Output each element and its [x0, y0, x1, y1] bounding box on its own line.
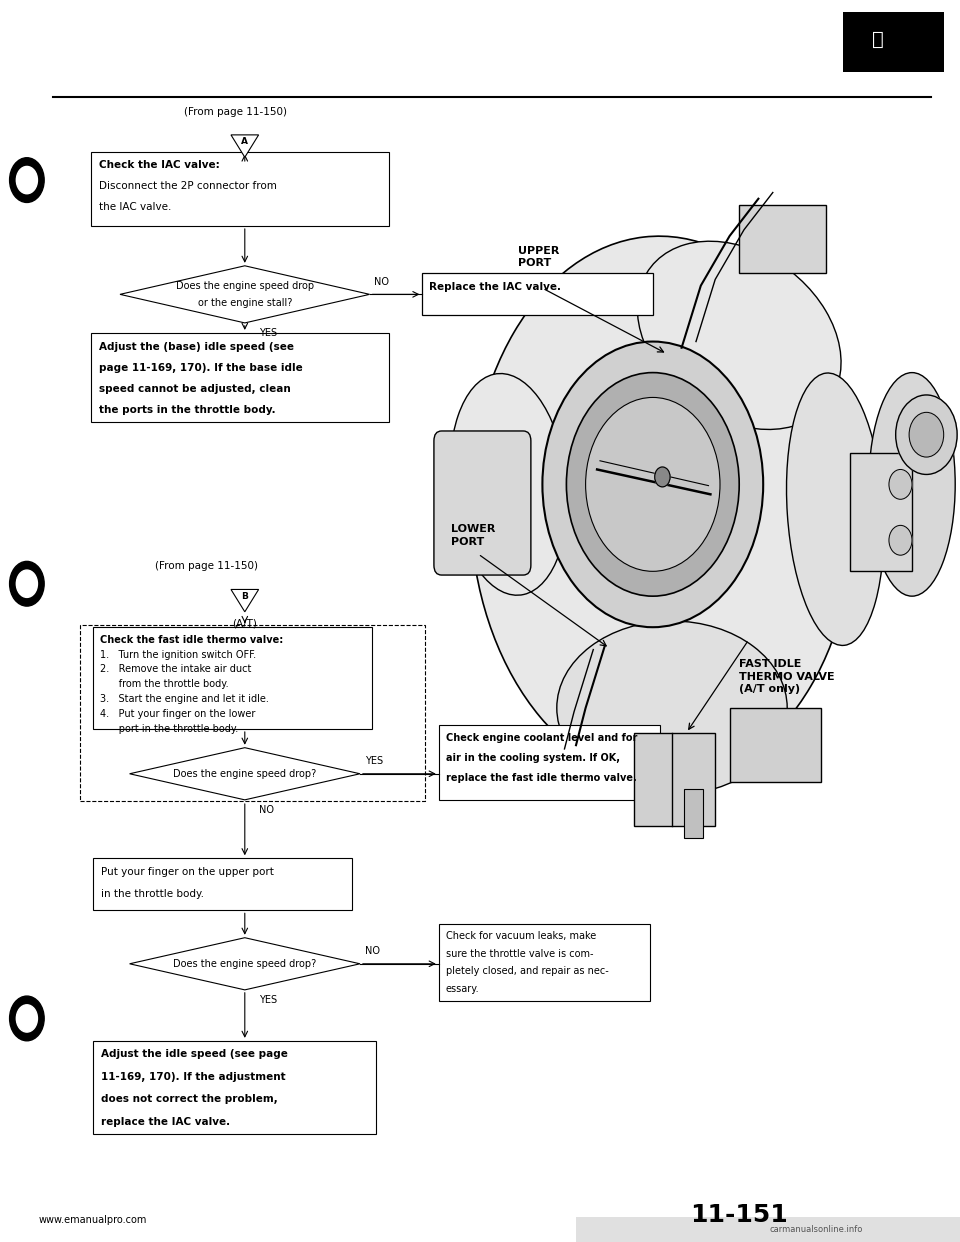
FancyBboxPatch shape: [684, 789, 703, 838]
Text: YES: YES: [259, 328, 277, 338]
Text: the ports in the throttle body.: the ports in the throttle body.: [99, 405, 276, 415]
Text: (From page 11-150): (From page 11-150): [155, 561, 258, 571]
Circle shape: [889, 525, 912, 555]
Text: in the throttle body.: in the throttle body.: [101, 889, 204, 899]
Text: 11-151: 11-151: [690, 1202, 788, 1227]
Polygon shape: [130, 748, 360, 800]
Text: ⛽: ⛽: [873, 30, 884, 48]
Text: 2.   Remove the intake air duct: 2. Remove the intake air duct: [100, 664, 252, 674]
Text: pletely closed, and repair as nec-: pletely closed, and repair as nec-: [445, 966, 609, 976]
Ellipse shape: [557, 621, 787, 795]
FancyBboxPatch shape: [439, 924, 650, 1001]
Text: replace the IAC valve.: replace the IAC valve.: [101, 1117, 230, 1126]
Circle shape: [10, 561, 44, 606]
Text: does not correct the problem,: does not correct the problem,: [101, 1094, 278, 1104]
Text: Adjust the idle speed (see page: Adjust the idle speed (see page: [101, 1049, 288, 1059]
Text: or the engine stall?: or the engine stall?: [198, 298, 292, 308]
Text: the IAC valve.: the IAC valve.: [99, 202, 172, 212]
Text: Put your finger on the upper port: Put your finger on the upper port: [101, 867, 274, 877]
FancyBboxPatch shape: [850, 453, 912, 571]
Text: NO: NO: [365, 946, 380, 956]
FancyBboxPatch shape: [634, 733, 715, 826]
Circle shape: [909, 412, 944, 457]
Text: Check the IAC valve:: Check the IAC valve:: [99, 160, 220, 170]
Text: NO: NO: [259, 805, 275, 815]
Text: (A/T): (A/T): [232, 619, 257, 628]
FancyBboxPatch shape: [80, 625, 425, 801]
Text: 3.   Start the engine and let it idle.: 3. Start the engine and let it idle.: [100, 694, 269, 704]
Text: Does the engine speed drop: Does the engine speed drop: [176, 281, 314, 291]
Text: carmanualsonline.info: carmanualsonline.info: [769, 1225, 863, 1235]
Circle shape: [542, 342, 763, 627]
Circle shape: [889, 469, 912, 499]
FancyBboxPatch shape: [422, 273, 653, 315]
Ellipse shape: [450, 374, 567, 595]
Text: A: A: [241, 137, 249, 147]
Text: Disconnect the 2P connector from: Disconnect the 2P connector from: [99, 181, 277, 191]
Text: Check the fast idle thermo valve:: Check the fast idle thermo valve:: [100, 635, 283, 645]
FancyBboxPatch shape: [739, 205, 826, 273]
Text: page 11-169, 170). If the base idle: page 11-169, 170). If the base idle: [99, 363, 303, 373]
FancyBboxPatch shape: [843, 12, 944, 72]
Text: Does the engine speed drop?: Does the engine speed drop?: [173, 959, 317, 969]
Text: UPPER
PORT: UPPER PORT: [518, 246, 560, 268]
Text: NO: NO: [374, 277, 390, 287]
FancyBboxPatch shape: [730, 708, 821, 782]
Polygon shape: [130, 938, 360, 990]
Ellipse shape: [869, 373, 955, 596]
Text: YES: YES: [259, 995, 277, 1005]
Circle shape: [16, 166, 37, 194]
FancyBboxPatch shape: [439, 725, 660, 800]
Ellipse shape: [786, 373, 884, 646]
Text: sure the throttle valve is com-: sure the throttle valve is com-: [445, 949, 593, 959]
Text: port in the throttle body.: port in the throttle body.: [100, 724, 238, 734]
FancyBboxPatch shape: [91, 152, 389, 226]
FancyBboxPatch shape: [576, 1217, 960, 1242]
Text: Replace the IAC valve.: Replace the IAC valve.: [429, 282, 561, 292]
Text: essary.: essary.: [445, 984, 479, 994]
Text: 4.   Put your finger on the lower: 4. Put your finger on the lower: [100, 709, 255, 719]
Text: FAST IDLE
THERMO VALVE
(A/T only): FAST IDLE THERMO VALVE (A/T only): [739, 660, 835, 694]
FancyBboxPatch shape: [434, 431, 531, 575]
Text: LOWER
PORT: LOWER PORT: [451, 524, 495, 546]
FancyBboxPatch shape: [91, 333, 389, 422]
FancyBboxPatch shape: [93, 1041, 376, 1134]
Text: Check for vacuum leaks, make: Check for vacuum leaks, make: [445, 932, 596, 941]
Circle shape: [566, 373, 739, 596]
Text: Adjust the (base) idle speed (see: Adjust the (base) idle speed (see: [99, 342, 295, 351]
Circle shape: [586, 397, 720, 571]
Text: Check engine coolant level and for: Check engine coolant level and for: [445, 733, 637, 743]
FancyBboxPatch shape: [93, 627, 372, 729]
Circle shape: [896, 395, 957, 474]
Circle shape: [655, 467, 670, 487]
Text: 1.   Turn the ignition switch OFF.: 1. Turn the ignition switch OFF.: [100, 650, 256, 660]
Text: B: B: [241, 591, 249, 601]
Text: replace the fast idle thermo valve.: replace the fast idle thermo valve.: [445, 773, 636, 782]
Circle shape: [16, 1005, 37, 1032]
Text: speed cannot be adjusted, clean: speed cannot be adjusted, clean: [99, 384, 291, 394]
Text: YES: YES: [365, 756, 383, 766]
Polygon shape: [231, 590, 258, 612]
Text: (From page 11-150): (From page 11-150): [183, 107, 287, 117]
Text: www.emanualpro.com: www.emanualpro.com: [38, 1215, 147, 1225]
Text: air in the cooling system. If OK,: air in the cooling system. If OK,: [445, 753, 619, 763]
Circle shape: [16, 570, 37, 597]
Circle shape: [10, 158, 44, 202]
Circle shape: [10, 996, 44, 1041]
FancyBboxPatch shape: [93, 858, 352, 910]
Ellipse shape: [637, 241, 841, 430]
Text: Does the engine speed drop?: Does the engine speed drop?: [173, 769, 317, 779]
Text: 11-169, 170). If the adjustment: 11-169, 170). If the adjustment: [101, 1072, 286, 1082]
Polygon shape: [120, 266, 370, 323]
Ellipse shape: [470, 236, 854, 782]
Polygon shape: [231, 135, 258, 158]
Text: from the throttle body.: from the throttle body.: [100, 679, 228, 689]
